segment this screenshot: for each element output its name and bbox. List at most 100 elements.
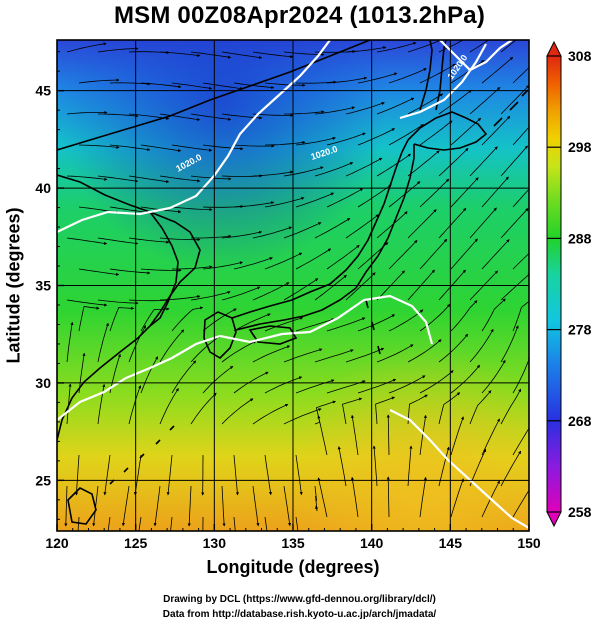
- streamline: [376, 153, 412, 177]
- streamline: [342, 397, 363, 425]
- streamline: [187, 485, 192, 527]
- x-axis: 120 125 130 135 140 145 150: [45, 524, 541, 551]
- streamline: [376, 344, 414, 363]
- streamline: [295, 516, 299, 531]
- streamline: [438, 147, 469, 177]
- streamline: [283, 51, 325, 57]
- streamline: [233, 257, 273, 270]
- x-tick-label: 135: [281, 535, 305, 551]
- streamline: [481, 115, 511, 146]
- streamline: [407, 339, 442, 363]
- streamline: [252, 226, 293, 239]
- streamline: [121, 485, 130, 527]
- streamline: [66, 175, 108, 181]
- colorbar-bar: [546, 55, 562, 513]
- x-tick-label: 140: [360, 535, 384, 551]
- streamline: [252, 404, 289, 425]
- streamline: [233, 516, 236, 531]
- streamline: [407, 209, 437, 239]
- streamline: [469, 390, 492, 425]
- streamline: [190, 392, 217, 425]
- streamline: [419, 476, 427, 518]
- streamline: [171, 206, 213, 212]
- streamline: [283, 408, 322, 425]
- streamline: [375, 396, 395, 425]
- streamline: [264, 376, 303, 394]
- streamline: [138, 516, 142, 531]
- streamline: [438, 446, 450, 487]
- streamline: [74, 454, 80, 496]
- streamline: [314, 274, 347, 301]
- streamline: [159, 387, 179, 425]
- streamline: [386, 414, 390, 456]
- streamline: [345, 102, 385, 115]
- streamline: [103, 454, 111, 496]
- streamline: [66, 237, 108, 245]
- streamline: [283, 485, 292, 527]
- streamline: [78, 306, 100, 332]
- streamline: [159, 295, 201, 301]
- streamline: [438, 333, 469, 363]
- streamline: [512, 252, 529, 270]
- streamline: [284, 110, 325, 115]
- streamline: [252, 51, 294, 59]
- streamline: [202, 144, 244, 151]
- streamline: [419, 414, 427, 456]
- x-tick-label: 150: [517, 535, 541, 551]
- colorbar-tick-label: 258: [568, 504, 592, 520]
- streamline: [419, 303, 451, 332]
- streamline: [469, 207, 497, 239]
- streamline: [78, 144, 120, 149]
- streamline: [172, 265, 213, 270]
- streamline: [295, 248, 332, 270]
- streamline: [190, 290, 231, 301]
- streamline: [97, 175, 139, 183]
- streamline: [109, 82, 151, 86]
- streamline: [481, 359, 506, 394]
- streamline: [233, 144, 275, 148]
- colorbar-tick-label: 288: [568, 230, 592, 246]
- streamline: [264, 196, 305, 208]
- x-axis-label: Longitude (degrees): [206, 557, 380, 577]
- streamline: [500, 325, 519, 363]
- streamline: [314, 106, 356, 115]
- streamline: [159, 329, 185, 363]
- streamline: [166, 454, 173, 496]
- streamline: [264, 454, 273, 496]
- streamline: [97, 322, 109, 363]
- credit-drawing: Drawing by DCL (https://www.gfd-dennou.o…: [163, 594, 436, 605]
- streamline: [171, 306, 204, 332]
- streamline: [171, 360, 197, 394]
- streamline: [109, 144, 151, 152]
- streamline: [283, 166, 324, 177]
- colorbar-tick-label: 298: [568, 139, 592, 155]
- streamline: [97, 383, 106, 425]
- streamline: [109, 206, 151, 215]
- streamline: [97, 47, 139, 53]
- colorbar-max-arrow: [546, 40, 562, 57]
- streamline: [295, 454, 303, 496]
- streamline: [233, 82, 275, 90]
- streamline: [264, 140, 306, 146]
- y-axis: 25 30 35 40 45: [35, 51, 64, 520]
- streamline: [326, 188, 364, 208]
- streamline: [107, 516, 111, 531]
- streamline: [469, 86, 501, 115]
- streamline: [314, 349, 354, 363]
- x-tick-label: 145: [439, 535, 463, 551]
- streamline: [357, 184, 392, 208]
- streamline: [314, 485, 319, 512]
- streamline: [191, 234, 232, 239]
- streamline: [97, 299, 139, 305]
- streamline: [252, 485, 260, 527]
- x-tick-label: 125: [124, 535, 148, 551]
- streamline: [128, 385, 142, 425]
- streamline: [438, 40, 464, 53]
- streamline: [388, 124, 424, 146]
- streamline: [500, 40, 517, 53]
- streamline: [407, 394, 428, 425]
- streamline: [512, 300, 529, 332]
- streamline: [386, 476, 390, 518]
